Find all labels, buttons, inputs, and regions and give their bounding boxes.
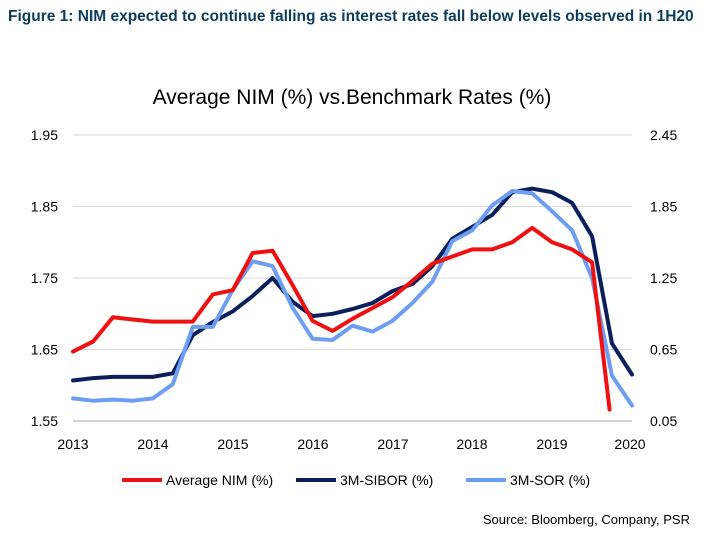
legend-item-sor: 3M-SOR (%) [466, 472, 590, 488]
figure-title: Figure 1: NIM expected to continue falli… [8, 8, 694, 25]
y-right-tick-label: 0.05 [650, 413, 677, 429]
x-tick-label: 2017 [377, 436, 408, 452]
series-line-sibor [71, 186, 634, 383]
y-left-tick-label: 1.55 [31, 413, 58, 429]
left-y-axis: 1.55 1.65 1.75 1.85 1.95 [31, 127, 58, 429]
x-tick-label: 2015 [217, 436, 248, 452]
legend-label-nim: Average NIM (%) [166, 472, 273, 488]
x-tick-label: 2019 [536, 436, 567, 452]
series-line-nim [71, 225, 612, 412]
x-tick-label: 2020 [614, 436, 645, 452]
source-note: Source: Bloomberg, Company, PSR [482, 512, 690, 527]
y-left-tick-label: 1.85 [31, 199, 58, 215]
chart: Average NIM (%) vs.Benchmark Rates (%) 1… [31, 86, 678, 488]
legend-label-sibor: 3M-SIBOR (%) [340, 472, 433, 488]
legend-label-sor: 3M-SOR (%) [510, 472, 590, 488]
y-right-tick-label: 2.45 [650, 127, 677, 143]
x-tick-label: 2014 [137, 436, 168, 452]
gridlines [73, 134, 632, 350]
x-axis: 2013 2014 2015 2016 2017 2018 2019 2020 [57, 436, 645, 452]
series-lines [71, 186, 634, 412]
x-tick-label: 2018 [456, 436, 487, 452]
y-right-tick-label: 1.85 [650, 199, 677, 215]
chart-title: Average NIM (%) vs.Benchmark Rates (%) [153, 86, 552, 109]
legend-item-nim: Average NIM (%) [122, 472, 273, 488]
x-tick-label: 2013 [57, 436, 88, 452]
legend: Average NIM (%) 3M-SIBOR (%) 3M-SOR (%) [122, 472, 590, 488]
y-right-tick-label: 0.65 [650, 342, 677, 358]
series-line-sor [71, 189, 634, 408]
legend-item-sibor: 3M-SIBOR (%) [296, 472, 433, 488]
y-left-tick-label: 1.95 [31, 127, 58, 143]
right-y-axis: 0.05 0.65 1.25 1.85 2.45 [650, 127, 677, 429]
y-left-tick-label: 1.75 [31, 270, 58, 286]
x-tick-label: 2016 [297, 436, 328, 452]
y-left-tick-label: 1.65 [31, 342, 58, 358]
y-right-tick-label: 1.25 [650, 270, 677, 286]
